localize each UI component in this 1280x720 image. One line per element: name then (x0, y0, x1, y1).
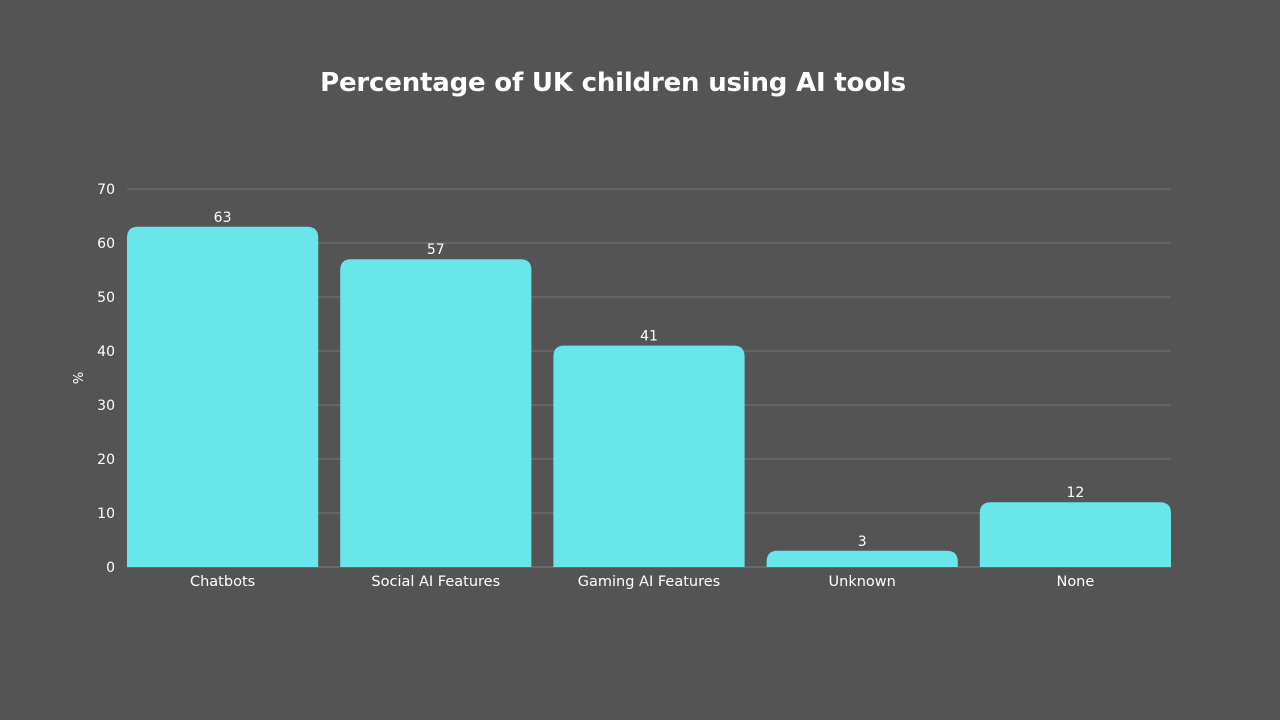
data-label: 12 (1066, 485, 1084, 501)
data-label: 41 (640, 329, 658, 345)
y-tick-label: 0 (106, 560, 115, 576)
y-tick-label: 10 (97, 506, 115, 522)
data-label: 63 (214, 210, 232, 226)
data-label: 3 (858, 534, 867, 550)
x-tick-label: Unknown (829, 574, 896, 590)
bar-gaming-ai-features (553, 345, 745, 567)
labels: 0 10 20 30 40 50 60 70 63 Chatbots 57 Social AI Fea… (97, 182, 1094, 590)
bar-none (979, 502, 1171, 567)
x-tick-label: Chatbots (190, 574, 255, 590)
y-tick-label: 70 (97, 182, 115, 198)
y-tick-label: 20 (97, 452, 115, 468)
bar-chatbots (127, 226, 319, 568)
data-label: 57 (427, 242, 445, 258)
x-tick-label: Social AI Features (371, 574, 500, 590)
bar-social-ai-features (340, 259, 532, 567)
y-axis-label: % (72, 372, 87, 384)
y-tick-label: 60 (97, 236, 115, 252)
y-tick-label: 50 (97, 290, 115, 306)
y-tick-label: 30 (97, 398, 115, 414)
x-tick-label: None (1056, 574, 1094, 590)
chart-title: Percentage of UK children using AI tools (320, 68, 906, 98)
bars (127, 226, 1171, 568)
x-tick-label: Gaming AI Features (578, 574, 720, 590)
y-tick-label: 40 (97, 344, 115, 360)
bar-unknown (766, 550, 958, 567)
